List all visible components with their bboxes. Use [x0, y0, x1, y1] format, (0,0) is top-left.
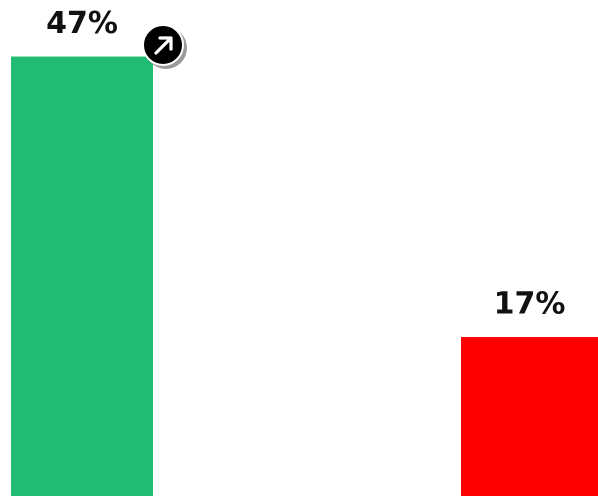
bars: [11, 56, 598, 496]
value-label: 17%: [494, 287, 566, 322]
expand-button[interactable]: [142, 24, 187, 69]
bar: [11, 56, 153, 496]
arrow-icon: [154, 36, 173, 55]
bar: [461, 337, 598, 496]
value-label: 47%: [46, 6, 118, 41]
